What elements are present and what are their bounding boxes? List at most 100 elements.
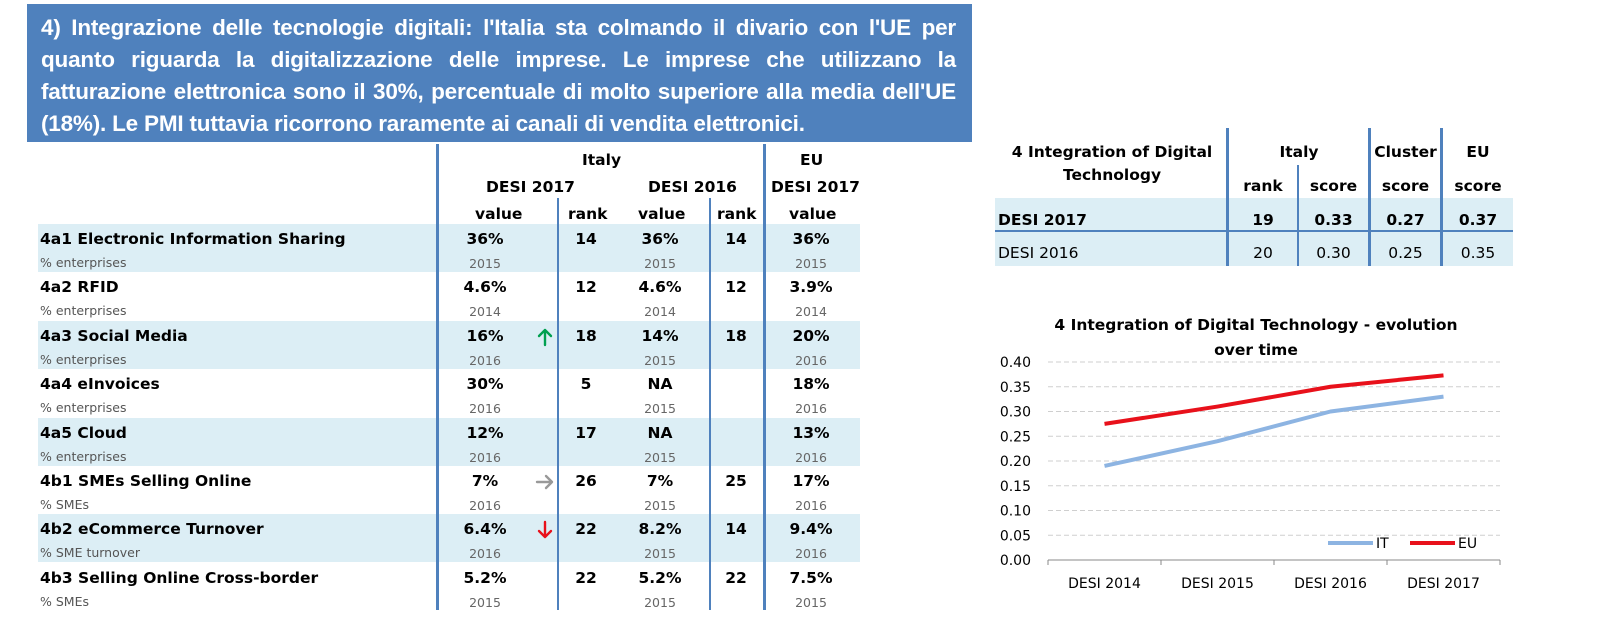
header-value-2017: value bbox=[475, 205, 523, 223]
header-rank-2016: rank bbox=[717, 205, 757, 223]
summary-header-cluster-score: score bbox=[1381, 177, 1430, 195]
chart-legend: IT EU bbox=[1328, 536, 1477, 552]
indicator-label: 4b2 eCommerce Turnover bbox=[40, 520, 264, 539]
indicator-unit: % enterprises bbox=[40, 448, 127, 464]
summary-title-2: Technology bbox=[1062, 166, 1162, 184]
summary-header-cluster: Cluster bbox=[1374, 143, 1437, 161]
summary-banner: 4) Integrazione delle tecnologie digital… bbox=[27, 4, 972, 142]
summary-eu-score: 0.37 bbox=[1458, 211, 1498, 229]
value-desi2017: 30% bbox=[466, 375, 504, 394]
year-desi2017: 2016 bbox=[469, 449, 501, 465]
summary-title-1: 4 Integration of Digital bbox=[1011, 143, 1213, 161]
row-band bbox=[38, 320, 860, 369]
value-eu: 13% bbox=[792, 423, 830, 442]
year-desi2016: 2015 bbox=[644, 352, 676, 368]
value-desi2016: 4.6% bbox=[638, 278, 682, 297]
year-eu: 2015 bbox=[795, 594, 827, 610]
value-desi2016: 36% bbox=[641, 230, 679, 248]
indicator-label: 4a3 Social Media bbox=[40, 326, 188, 345]
value-eu: 17% bbox=[792, 472, 830, 490]
value-eu: 7.5% bbox=[789, 568, 833, 587]
row-band bbox=[38, 417, 860, 466]
trend-up-arrow-icon bbox=[537, 328, 553, 346]
summary-rank: 20 bbox=[1253, 244, 1273, 262]
y-tick-label: 0.30 bbox=[1000, 405, 1031, 421]
rank-desi2016: 22 bbox=[725, 568, 747, 587]
y-tick-label: 0.15 bbox=[1000, 479, 1031, 495]
year-desi2016: 2015 bbox=[644, 594, 676, 610]
year-desi2016: 2015 bbox=[644, 401, 676, 417]
summary-score: 0.33 bbox=[1314, 211, 1353, 229]
y-tick-label: 0.35 bbox=[1000, 380, 1031, 396]
summary-row-label: DESI 2017 bbox=[998, 211, 1087, 229]
year-desi2016: 2014 bbox=[644, 304, 676, 320]
summary-separator bbox=[995, 230, 1513, 232]
x-tick-label: DESI 2014 bbox=[1068, 576, 1141, 592]
trend-right-arrow-icon bbox=[535, 474, 554, 490]
summary-divider-4 bbox=[1440, 128, 1443, 266]
legend-label: IT bbox=[1376, 536, 1389, 552]
summary-row-band-2017 bbox=[995, 198, 1513, 232]
value-eu: 9.4% bbox=[789, 520, 833, 539]
value-desi2016: 7% bbox=[646, 472, 674, 490]
rank-desi2017: 22 bbox=[575, 520, 597, 539]
rank-desi2017: 22 bbox=[575, 568, 597, 587]
value-eu: 18% bbox=[792, 375, 830, 394]
value-desi2017: 16% bbox=[466, 326, 504, 345]
header-value-eu: value bbox=[789, 205, 837, 223]
header-rank-2017: rank bbox=[568, 205, 608, 223]
header-eu: EU bbox=[800, 151, 824, 169]
divider-rank-2017 bbox=[557, 198, 559, 610]
indicator-unit: % SME turnover bbox=[40, 545, 140, 561]
year-desi2016: 2015 bbox=[644, 256, 676, 271]
divider-eu bbox=[763, 144, 766, 610]
summary-divider-3 bbox=[1368, 128, 1371, 266]
header-desi2017-italy: DESI 2017 bbox=[486, 178, 575, 196]
header-desi2017-eu: DESI 2017 bbox=[771, 178, 860, 196]
rank-desi2016: 14 bbox=[725, 230, 747, 248]
rank-desi2016: 25 bbox=[725, 472, 747, 490]
rank-desi2017: 26 bbox=[575, 472, 597, 490]
year-desi2017: 2014 bbox=[469, 304, 501, 320]
indicator-unit: % enterprises bbox=[40, 255, 127, 270]
summary-divider-2 bbox=[1297, 165, 1299, 266]
series-line-it bbox=[1104, 394, 1444, 468]
chart-x-ticks: DESI 2014 DESI 2015 DESI 2016 DESI 2017 bbox=[1068, 576, 1480, 592]
year-desi2017: 2015 bbox=[469, 256, 501, 271]
rank-desi2017: 18 bbox=[575, 326, 597, 345]
value-desi2017: 6.4% bbox=[463, 520, 507, 539]
evolution-line-chart: 4 Integration of Digital Technology - ev… bbox=[1000, 316, 1501, 592]
value-desi2016: 8.2% bbox=[638, 520, 682, 539]
header-italy: Italy bbox=[582, 151, 622, 169]
value-desi2017: 12% bbox=[466, 423, 504, 442]
y-tick-label: 0.00 bbox=[1000, 553, 1031, 569]
value-eu: 36% bbox=[792, 230, 830, 248]
summary-row-label: DESI 2016 bbox=[998, 244, 1079, 262]
chart-title-line-1: 4 Integration of Digital Technology - ev… bbox=[1054, 316, 1457, 334]
indicator-unit: % SMEs bbox=[40, 497, 89, 512]
year-eu: 2016 bbox=[795, 498, 827, 513]
indicator-unit: % enterprises bbox=[40, 303, 127, 319]
rank-desi2017: 17 bbox=[575, 423, 597, 442]
rank-desi2016: 14 bbox=[725, 520, 747, 539]
year-desi2017: 2016 bbox=[469, 352, 501, 368]
value-eu: 20% bbox=[792, 326, 830, 345]
summary-header-eu-score: score bbox=[1454, 177, 1502, 195]
indicator-label: 4a5 Cloud bbox=[40, 423, 127, 442]
indicator-unit: % enterprises bbox=[40, 351, 127, 367]
row-band bbox=[38, 224, 860, 272]
value-desi2016: NA bbox=[647, 423, 673, 442]
summary-header-rank: rank bbox=[1243, 177, 1283, 195]
rank-desi2016: 12 bbox=[725, 278, 747, 297]
year-desi2017: 2016 bbox=[469, 401, 501, 417]
value-desi2017: 5.2% bbox=[463, 568, 507, 587]
series-line-eu bbox=[1104, 373, 1444, 426]
chart-y-ticks: 0.00 0.05 0.10 0.15 0.20 0.25 0.30 0.35 0.40 bbox=[1000, 355, 1031, 569]
year-eu: 2016 bbox=[795, 401, 827, 417]
indicator-label: 4a2 RFID bbox=[40, 278, 119, 297]
summary-eu-score: 0.35 bbox=[1460, 244, 1496, 262]
year-eu: 2016 bbox=[795, 449, 827, 465]
y-tick-label: 0.10 bbox=[1000, 504, 1031, 520]
summary-score: 0.30 bbox=[1316, 244, 1351, 262]
year-eu: 2014 bbox=[795, 304, 827, 320]
